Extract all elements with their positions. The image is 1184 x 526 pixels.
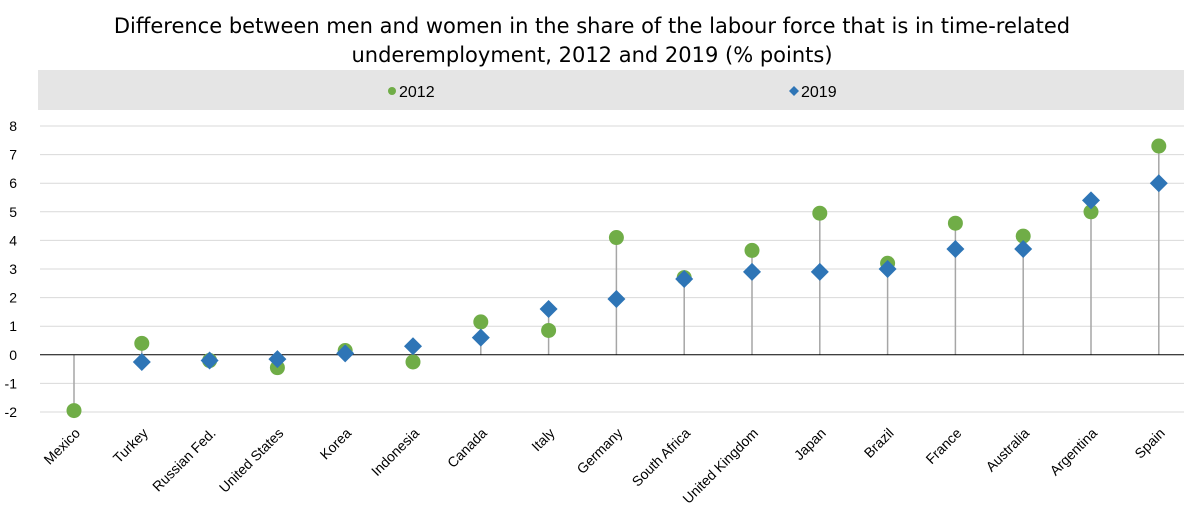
chart-title-line-1: Difference between men and women in the … [113, 14, 1071, 38]
legend-marker-2019 [789, 86, 799, 96]
point-2019 [675, 270, 694, 289]
gridlines [40, 125, 1184, 413]
y-tick-label: 1 [9, 318, 17, 334]
point-2019 [878, 260, 897, 278]
point-2012 [1083, 204, 1099, 220]
point-2019 [268, 350, 287, 369]
point-2012 [541, 322, 557, 338]
y-tick-label: 2 [9, 290, 17, 306]
y-tick-label: 7 [9, 147, 17, 163]
point-2012 [405, 354, 421, 370]
point-2012 [744, 242, 760, 258]
y-tick-label: -1 [5, 375, 18, 391]
x-tick-label: Japan [791, 425, 829, 463]
x-tick-label: France [922, 425, 964, 467]
y-tick-label: 0 [9, 347, 17, 363]
x-tick-label: Australia [982, 425, 1032, 475]
x-tick-label: South Africa [629, 425, 694, 490]
point-2019 [200, 351, 219, 370]
x-tick-label: Spain [1131, 425, 1168, 462]
point-2019 [336, 344, 355, 363]
legend-marker-2012 [388, 87, 396, 95]
x-tick-label: Italy [528, 425, 557, 454]
point-2019 [1149, 174, 1168, 193]
point-2019 [539, 300, 558, 319]
x-tick-label: Korea [317, 425, 355, 463]
point-2012 [473, 314, 489, 330]
stems [73, 146, 1160, 411]
point-2012 [947, 215, 963, 231]
x-tick-label: Turkey [110, 425, 151, 466]
legend: 2012 2019 [38, 70, 1184, 110]
point-2019 [132, 352, 151, 371]
point-2012 [1015, 228, 1031, 244]
point-2019 [404, 337, 422, 356]
point-2019 [810, 262, 829, 281]
point-2012 [812, 205, 828, 221]
point-2019 [1082, 191, 1100, 210]
legend-label-2019: 2019 [801, 84, 837, 101]
x-tick-label: Brazil [861, 425, 897, 461]
x-tick-label: Indonesia [368, 425, 422, 479]
y-tick-label: 4 [9, 232, 17, 248]
y-tick-label: 3 [9, 261, 17, 277]
x-tick-label: Germany [573, 425, 625, 477]
point-2012 [66, 403, 82, 419]
point-2019 [471, 328, 490, 347]
point-2019 [1014, 239, 1033, 258]
x-tick-label: Mexico [40, 425, 83, 468]
chart-title-line-2: underemployment, 2012 and 2019 (% points… [351, 43, 833, 67]
x-tick-label: Argentina [1046, 425, 1100, 479]
y-tick-label: 6 [9, 175, 17, 191]
y-tick-label: -2 [5, 404, 18, 420]
point-2012 [608, 230, 624, 246]
chart-title: Difference between men and women in the … [0, 12, 1184, 70]
y-tick-label: 5 [9, 204, 17, 220]
point-2019 [946, 239, 965, 258]
point-2012 [1151, 138, 1167, 154]
x-tick-label: Canada [444, 425, 490, 471]
point-2019 [607, 290, 626, 309]
data-marks [66, 138, 1168, 419]
x-tick-label: United States [216, 425, 287, 496]
point-2012 [134, 335, 150, 351]
y-tick-label: 8 [9, 118, 17, 134]
point-2019 [743, 262, 761, 281]
legend-label-2012: 2012 [399, 84, 435, 101]
y-axis: -2 -1 0 1 2 3 4 5 6 7 8 [5, 118, 18, 420]
legend-background [38, 70, 1184, 110]
x-tick-label: Russian Fed. [149, 425, 219, 495]
